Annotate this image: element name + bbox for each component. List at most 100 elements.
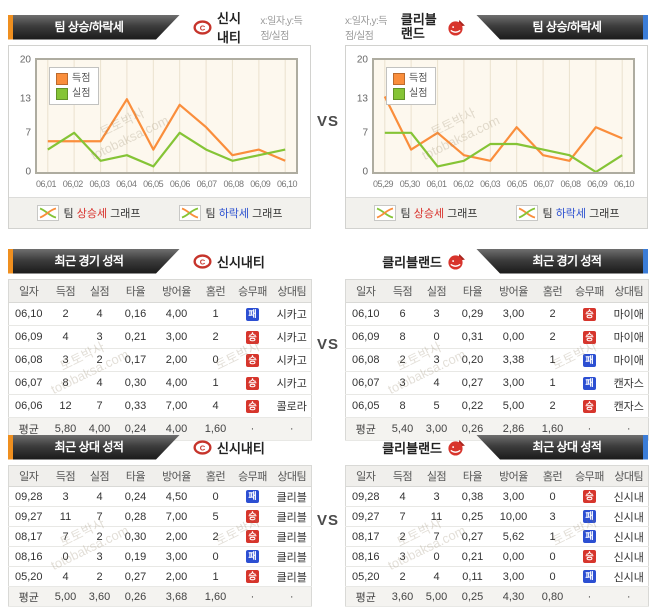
win-badge: 승 — [246, 399, 259, 413]
team-name-left: 신시내티 — [217, 11, 241, 45]
cell: 시카고 — [272, 348, 312, 372]
win-badge: 승 — [246, 330, 259, 344]
cell: 3,00 — [154, 325, 199, 349]
cell: 7 — [48, 526, 83, 547]
cell: 1 — [535, 371, 570, 395]
cell: 3 — [385, 546, 420, 567]
column-header: 승무패 — [569, 465, 610, 487]
y-tick-label: 13 — [19, 93, 31, 105]
trend-tab-right: 팀 상승/하락세 — [476, 14, 648, 40]
rising-trend-legend: 팀 상승세 그래프 — [373, 205, 478, 221]
cell: 0,33 — [116, 394, 155, 418]
falling-trend-legend: 팀 하락세 그래프 — [515, 205, 619, 221]
score-swatch — [393, 72, 405, 85]
cell: 3 — [419, 348, 454, 372]
result-cell: 패 — [232, 302, 273, 326]
table-row: 08,17 7 2 0,30 2,00 2 승 클리블 — [8, 526, 312, 547]
cleveland-trend-header: x:일자,y:득점/실점 클리블랜드 팀 상승/하락세 — [345, 12, 648, 42]
cell: 3 — [82, 546, 117, 567]
x-axis-labels: 06,01 06,02 06,03 06,04 06,05 06,06 06,07 06,08… — [35, 177, 298, 197]
x-tick-label: 06,10 — [277, 179, 298, 189]
average-row: 평균 3,60 5,00 0,25 4,30 0,80 · · — [345, 586, 649, 607]
cell: 2 — [198, 526, 233, 547]
recent-games-table-left: 일자 득점 실점 타율 방어율 홈런 승무패 상대팀 06,10 2 4 0,16 4,00 1 패 시카고… — [8, 279, 312, 441]
avg-cell: · — [609, 586, 649, 607]
cincinnati-recent-panel: 최근 경기 성적 C 신시내티 일자 득점 실점 타율 방어율 홈런 승무패 상대팀 06,1… — [8, 248, 312, 441]
cell: 2 — [535, 394, 570, 418]
cell: 0,25 — [453, 506, 492, 527]
column-header: 실점 — [82, 465, 117, 487]
cell: 5 — [198, 506, 233, 527]
vs-label: VS — [316, 113, 339, 130]
cell: 2 — [385, 566, 420, 587]
vs-label: VS — [316, 512, 339, 529]
y-tick-label: 13 — [356, 93, 368, 105]
tab-label: 최근 상대 성적 — [54, 439, 124, 454]
cincinnati-trend-panel: 팀 상승/하락세 C 신시내티 x:일자,y:득점/실점 20 13 7 0 득점 실… — [8, 11, 311, 229]
cell: 08,17 — [8, 526, 49, 547]
cell: 1 — [198, 566, 233, 587]
team-name-right: 클리블랜드 — [400, 12, 437, 41]
column-header: 승무패 — [569, 279, 610, 303]
win-badge: 승 — [246, 353, 259, 367]
axis-note: x:일자,y:득점/실점 — [345, 16, 387, 42]
column-header: 상대팀 — [272, 465, 312, 487]
axis-note: x:일자,y:득점/실점 — [260, 16, 303, 42]
cell: 0,00 — [491, 325, 536, 349]
column-header: 상대팀 — [272, 279, 312, 303]
table-row: 09,28 3 4 0,24 4,50 0 패 클리블 — [8, 486, 312, 507]
vs-divider-h2h: VS — [311, 434, 345, 607]
table-row: 08,16 3 0 0,21 0,00 0 승 신시내 — [345, 546, 649, 567]
cell: 05,20 — [345, 566, 386, 587]
avg-cell: 0,26 — [116, 586, 155, 607]
blue-accent-bar — [643, 434, 648, 460]
orange-accent-bar — [8, 249, 13, 274]
svg-text:C: C — [200, 257, 206, 266]
column-header: 일자 — [8, 279, 49, 303]
cell: 0,31 — [453, 325, 492, 349]
svg-text:C: C — [200, 443, 206, 452]
result-cell: 패 — [569, 348, 610, 372]
rising-trend-legend: 팀 상승세 그래프 — [36, 205, 141, 221]
cell: 4 — [419, 371, 454, 395]
column-header: 타율 — [116, 465, 155, 487]
cell: 마이애 — [609, 325, 649, 349]
chart-footer-legend: 팀 상승세 그래프 팀 하락세 그래프 — [346, 197, 647, 228]
column-header: 득점 — [48, 465, 83, 487]
avg-cell: 0,80 — [535, 586, 570, 607]
table-row: 06,07 3 4 0,27 3,00 1 패 캔자스 — [345, 371, 649, 395]
column-header: 승무패 — [232, 465, 273, 487]
trend-down-icon — [515, 205, 538, 221]
table-row: 09,28 4 3 0,38 3,00 0 승 신시내 — [345, 486, 649, 507]
result-cell: 패 — [232, 486, 273, 507]
cell: 0 — [535, 546, 570, 567]
cincinnati-trend-plot: 득점 실점 토토박사 totobaksa.com — [35, 58, 298, 174]
loss-badge: 패 — [583, 376, 596, 390]
cell: 3 — [82, 325, 117, 349]
avg-cell: 평균 — [345, 586, 386, 607]
cell: 0 — [535, 566, 570, 587]
cell: 2 — [82, 566, 117, 587]
x-tick-label: 06,01 — [35, 179, 57, 189]
y-axis-labels: 20 13 7 0 — [348, 55, 372, 178]
score-swatch — [56, 72, 68, 85]
cell: 3 — [385, 371, 420, 395]
column-header: 상대팀 — [609, 279, 649, 303]
cell: 3 — [48, 486, 83, 507]
cell: 7,00 — [154, 394, 199, 418]
result-cell: 승 — [569, 302, 610, 326]
avg-cell: 5,00 — [48, 586, 83, 607]
cell: 3,38 — [491, 348, 536, 372]
cell: 0,00 — [491, 546, 536, 567]
table-header-row: 일자 득점 실점 타율 방어율 홈런 승무패 상대팀 — [345, 279, 649, 303]
h2h-table-right: 일자 득점 실점 타율 방어율 홈런 승무패 상대팀 09,28 4 3 0,38 3,00 0 승 신시내… — [345, 465, 649, 607]
avg-cell: 1,60 — [198, 417, 233, 441]
cell: 캔자스 — [609, 394, 649, 418]
table-header-row: 일자 득점 실점 타율 방어율 홈런 승무패 상대팀 — [345, 465, 649, 487]
trend-tab-left: 팀 상승/하락세 — [8, 15, 180, 40]
cell: 시카고 — [272, 302, 312, 326]
cell: 4 — [48, 566, 83, 587]
orange-accent-bar — [8, 15, 13, 40]
column-header: 타율 — [453, 279, 492, 303]
cell: 2,00 — [154, 566, 199, 587]
